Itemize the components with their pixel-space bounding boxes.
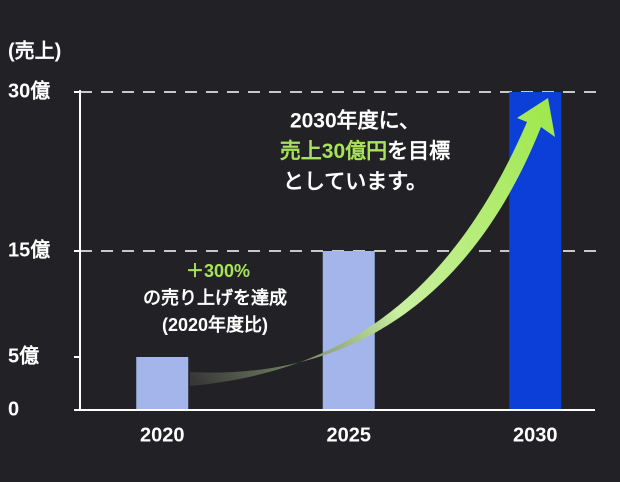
x-tick-label: 2030 bbox=[513, 424, 558, 446]
growth-highlight: ＋300% bbox=[186, 261, 250, 281]
y-axis-label: (売上) bbox=[8, 39, 61, 62]
x-tick-label: 2020 bbox=[140, 424, 185, 446]
y-tick-label: 15億 bbox=[8, 237, 50, 261]
y-tick-label: 30億 bbox=[8, 78, 50, 102]
y-tick-label: 5億 bbox=[8, 343, 39, 367]
bar bbox=[136, 357, 189, 410]
goal-text: を目標 bbox=[387, 139, 450, 163]
goal-text: 売上30億円を目標 bbox=[280, 139, 450, 163]
goal-text: 2030年度に、 bbox=[290, 109, 420, 133]
y-tick-label: 0 bbox=[8, 398, 19, 420]
growth-text: の売り上げを達成 bbox=[143, 287, 287, 308]
growth-arrow bbox=[190, 98, 555, 386]
goal-highlight: 売上30億円 bbox=[280, 139, 387, 163]
x-tick-label: 2025 bbox=[327, 424, 372, 446]
goal-text: としています。 bbox=[283, 171, 427, 194]
growth-text: (2020年度比) bbox=[162, 314, 268, 335]
